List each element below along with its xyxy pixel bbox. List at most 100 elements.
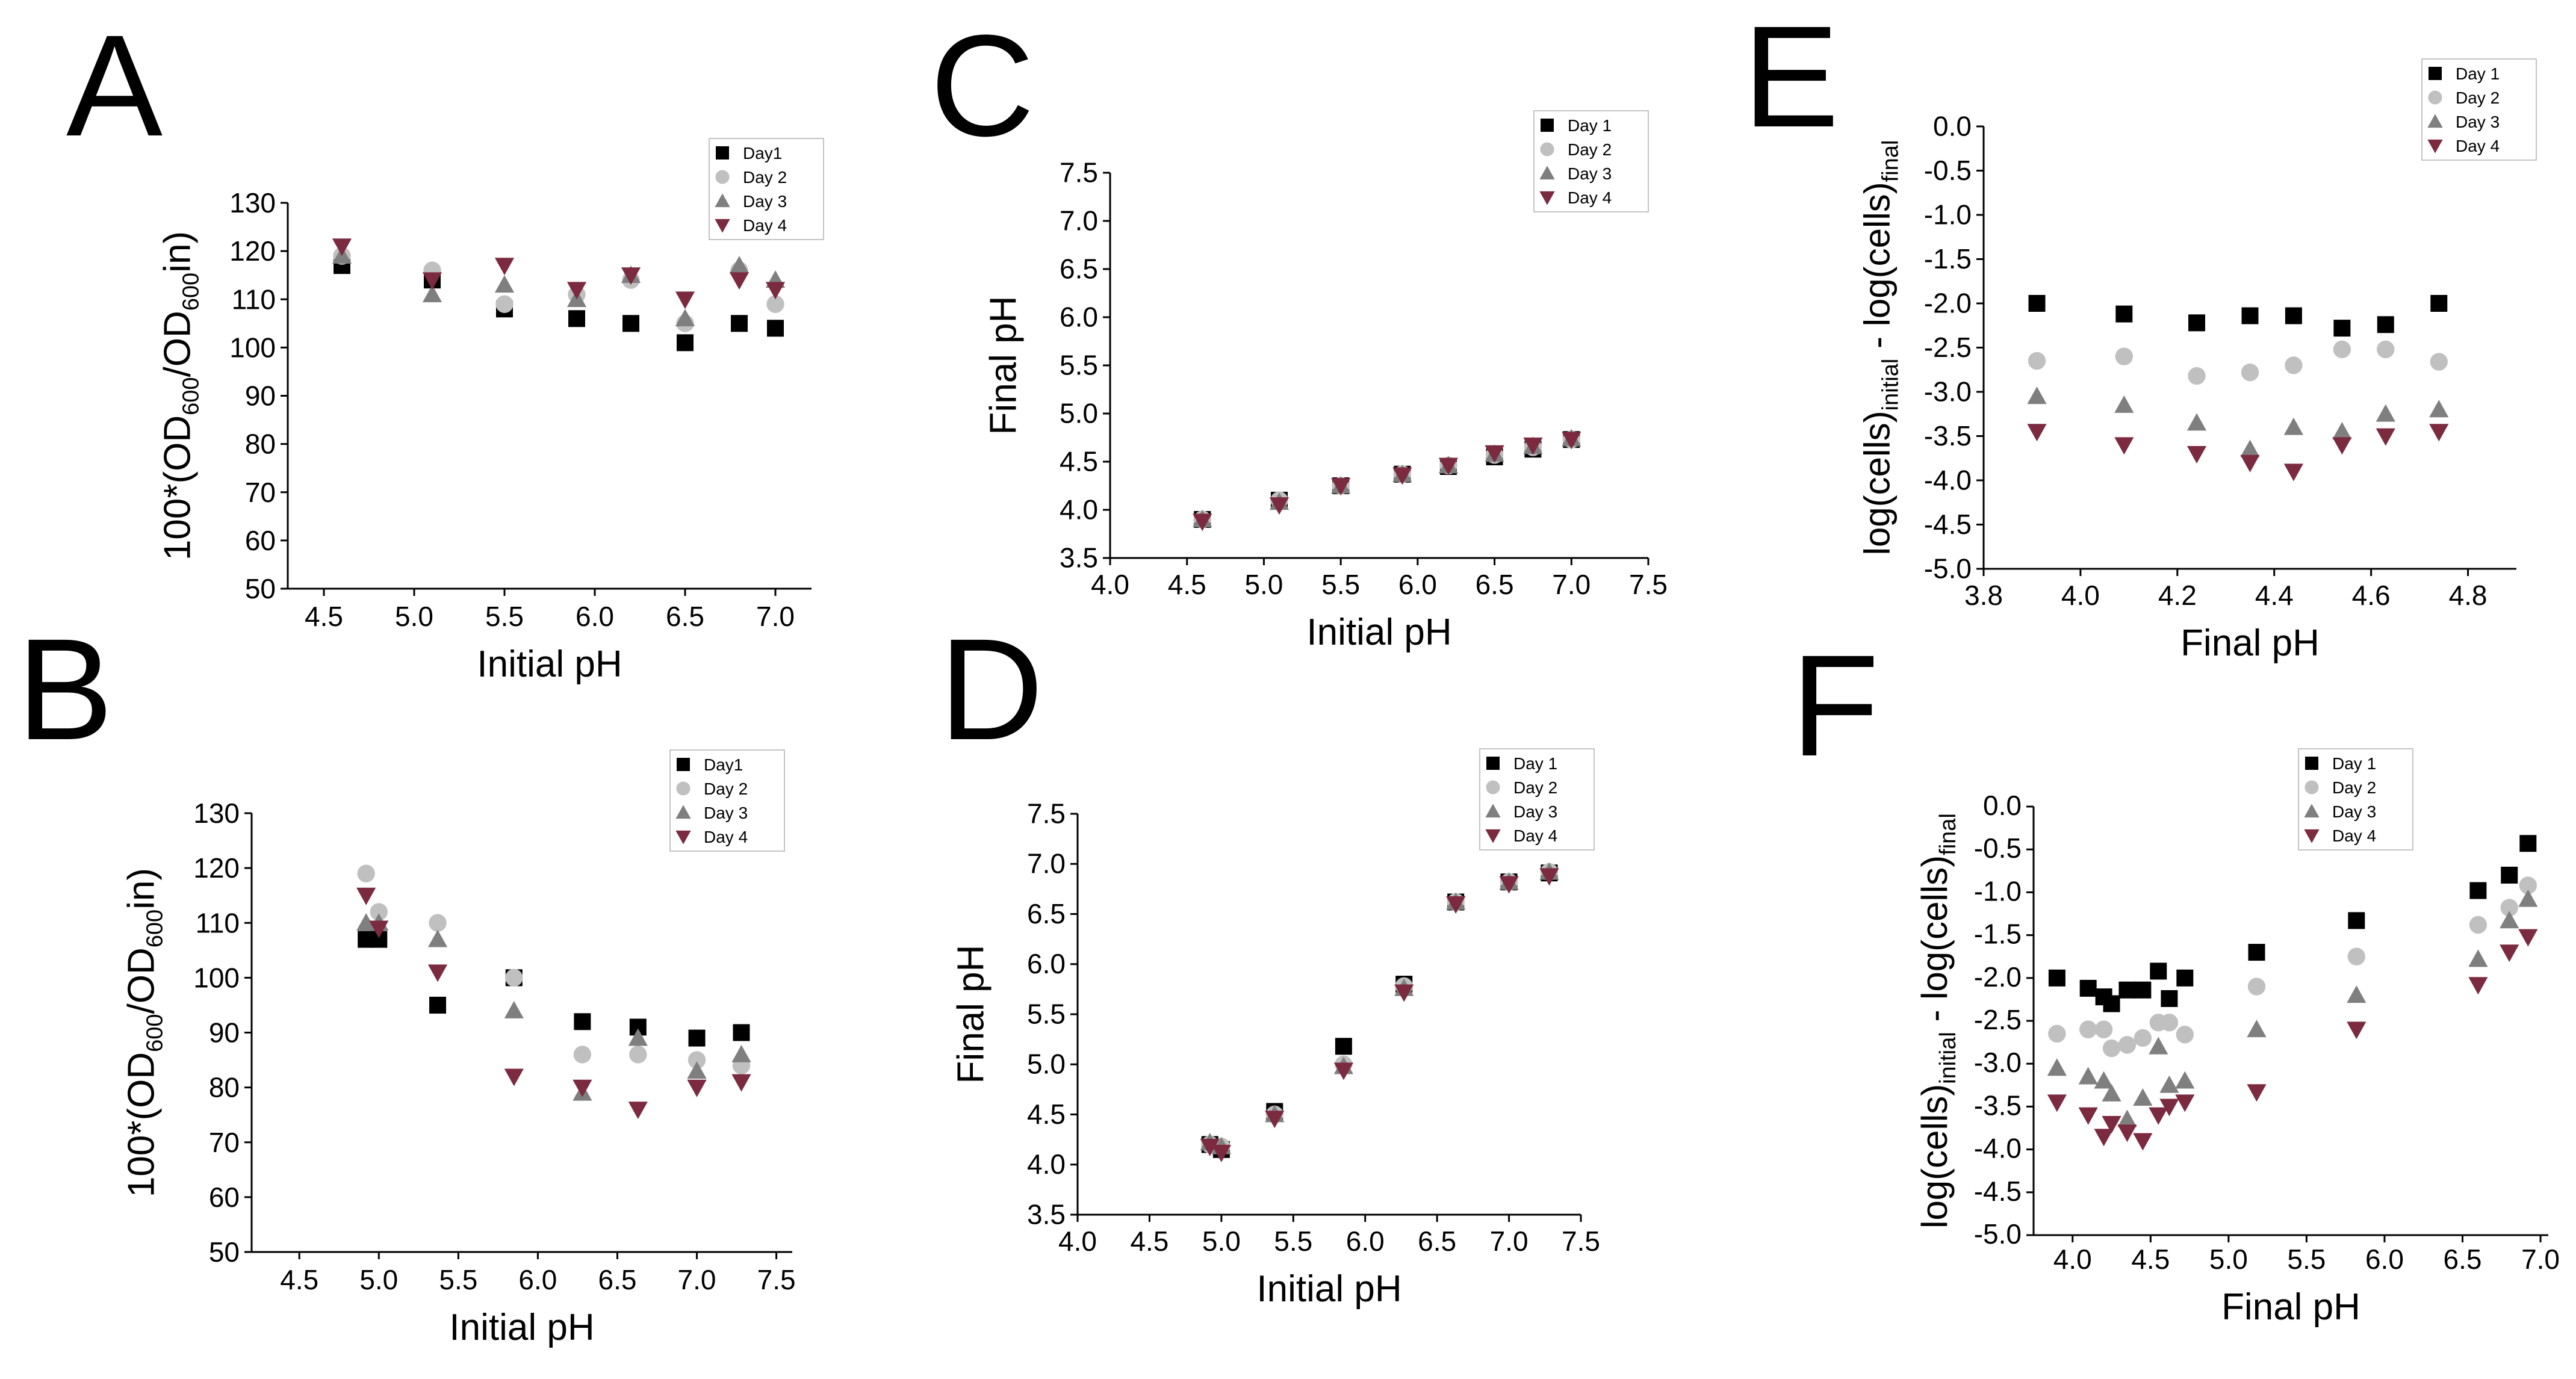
legend-label: Day 1 [2332, 754, 2376, 773]
x-axis-label: Final pH [2221, 1286, 2360, 1328]
legend-marker [2429, 67, 2442, 80]
data-point [2176, 969, 2194, 987]
data-point [2149, 1107, 2168, 1125]
legend-label: Day 4 [2332, 826, 2376, 845]
y-tick-label: -2.5 [1974, 1004, 2022, 1035]
x-axis-label: Initial pH [1306, 612, 1451, 653]
data-point [422, 272, 442, 290]
x-tick-label: 7.5 [757, 1264, 796, 1295]
data-point [1523, 437, 1543, 455]
data-point [429, 996, 447, 1014]
data-point [356, 887, 376, 905]
data-point [1392, 467, 1412, 485]
legend-marker [1540, 142, 1554, 156]
data-point [1331, 478, 1351, 496]
x-tick-label: 6.0 [1398, 569, 1437, 600]
x-axis-label: Final pH [2180, 622, 2320, 664]
legend-label: Day 3 [2456, 113, 2500, 131]
data-point [2469, 882, 2487, 899]
legend-marker [2304, 804, 2320, 818]
data-point [2333, 320, 2351, 337]
data-point [2161, 990, 2178, 1007]
data-point [1485, 445, 1504, 463]
x-axis-label: Initial pH [1256, 1268, 1401, 1310]
legend-label: Day 2 [2332, 778, 2376, 797]
data-point [1438, 457, 1459, 476]
data-point [767, 320, 784, 337]
x-tick-label: 4.8 [2449, 580, 2488, 611]
data-point [2518, 889, 2538, 907]
data-point [731, 1074, 751, 1092]
data-point [566, 282, 587, 300]
legend-marker [716, 146, 729, 160]
legend-label: Day 2 [1513, 778, 1557, 797]
data-point [687, 1061, 707, 1079]
data-point [1193, 513, 1212, 531]
y-tick-label: -4.5 [1974, 1176, 2022, 1207]
data-point [2047, 1058, 2067, 1076]
data-point [2175, 1071, 2195, 1089]
data-point [766, 295, 784, 313]
x-tick-label: 6.5 [666, 601, 704, 632]
data-point [2248, 944, 2265, 961]
x-tick-label: 6.0 [518, 1264, 557, 1295]
data-point [2283, 463, 2304, 482]
data-point [629, 1046, 647, 1064]
data-point [688, 1029, 706, 1047]
data-point [2094, 1071, 2114, 1089]
y-tick-label: -1.5 [1974, 919, 2022, 950]
x-tick-label: 7.5 [1629, 569, 1668, 600]
x-tick-label: 6.5 [1418, 1226, 1456, 1257]
data-point [2500, 944, 2519, 962]
data-point [2149, 1037, 2168, 1055]
data-point [2117, 1109, 2137, 1127]
y-tick-label: 100 [193, 962, 240, 993]
data-point [2377, 340, 2395, 359]
data-point [2247, 1020, 2267, 1038]
data-point [687, 1079, 707, 1097]
data-point [495, 295, 514, 313]
y-tick-label: -2.0 [1974, 961, 2022, 993]
y-tick-label: 5.5 [1060, 349, 1098, 380]
data-point [621, 267, 641, 285]
y-tick-label: 3.5 [1060, 542, 1098, 573]
y-tick-label: -3.0 [1924, 376, 1972, 407]
data-point [2078, 1107, 2098, 1125]
data-point [2115, 347, 2134, 365]
data-point [2159, 1099, 2179, 1117]
data-point [2376, 404, 2395, 422]
data-point [687, 1051, 706, 1069]
data-point [2150, 962, 2167, 980]
y-tick-label: -1.5 [1924, 243, 1972, 274]
data-point [2102, 1116, 2121, 1133]
legend-label: Day 3 [1513, 802, 1557, 821]
y-tick-label: -3.0 [1974, 1047, 2022, 1078]
y-tick-label: 5.5 [1027, 998, 1066, 1029]
legend-marker [675, 830, 691, 844]
data-point [2347, 985, 2367, 1003]
data-point [2519, 835, 2537, 852]
legend-marker [715, 193, 730, 208]
x-tick-label: 5.0 [1244, 569, 1283, 600]
data-point [505, 968, 523, 987]
data-point [2094, 1129, 2114, 1147]
legend: Day 1 Day 2 Day 3 Day 4 [2298, 748, 2413, 851]
data-point [677, 334, 694, 352]
y-tick-label: 7.5 [1027, 798, 1066, 829]
legend-marker [1541, 119, 1554, 132]
x-tick-label: 4.0 [2053, 1244, 2092, 1275]
legend-label: Day 1 [1568, 116, 1612, 135]
y-tick-label: -0.5 [1974, 832, 2022, 864]
y-tick-label: -1.0 [1924, 199, 1972, 230]
legend-label: Day1 [743, 144, 782, 163]
data-point [2048, 1024, 2066, 1043]
data-point [2247, 978, 2266, 996]
data-point [2134, 981, 2152, 999]
x-tick-label: 4.5 [305, 601, 343, 632]
data-point [356, 913, 376, 931]
legend-label: Day 3 [1568, 164, 1612, 183]
data-point [2519, 876, 2537, 894]
x-tick-label: 6.0 [576, 601, 614, 632]
data-point [369, 920, 389, 938]
